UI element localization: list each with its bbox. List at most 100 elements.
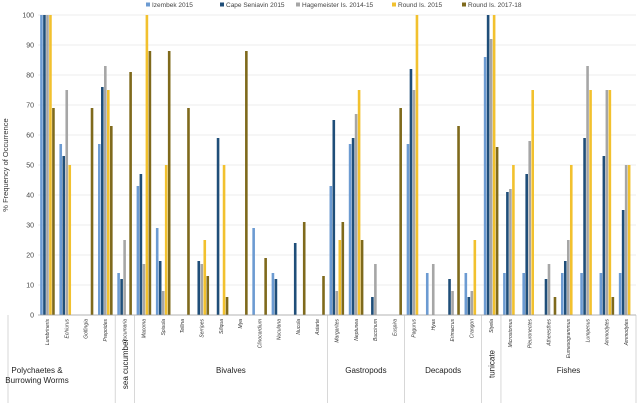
- bar: [473, 240, 477, 315]
- legend-item: Izembek 2015: [146, 2, 193, 9]
- bar: [49, 15, 52, 315]
- bar: [164, 165, 168, 315]
- bar: [589, 90, 592, 315]
- bar: [360, 240, 364, 315]
- bar: [167, 51, 171, 315]
- bar: [65, 90, 69, 315]
- category-label: Echiurus: [64, 319, 70, 339]
- bar: [120, 279, 123, 315]
- category-label: Lumbrineris: [45, 319, 51, 346]
- bar: [329, 186, 333, 315]
- category-label: Neptunea: [354, 319, 360, 341]
- bar: [203, 240, 207, 315]
- bar: [467, 297, 471, 315]
- bar: [409, 69, 413, 315]
- bar: [605, 90, 609, 315]
- group-label: Decapods: [425, 366, 461, 375]
- category-label: Spisula: [161, 319, 167, 336]
- bar: [611, 297, 615, 315]
- bar: [563, 261, 567, 315]
- bar: [415, 15, 419, 315]
- legend-item: Round Is. 2017-18: [462, 2, 522, 9]
- category-label: Cucumaria: [122, 319, 128, 343]
- bar: [245, 51, 248, 315]
- category-label: Serripes: [200, 319, 206, 338]
- bar: [618, 273, 622, 315]
- bar: [62, 156, 66, 315]
- legend-item: Hagemeister Is. 2014-15: [296, 2, 374, 9]
- category-label: Prepoides: [103, 319, 109, 342]
- legend-swatch: [296, 2, 300, 7]
- bar: [425, 273, 429, 315]
- y-tick-label: 70: [26, 103, 34, 110]
- bar: [200, 264, 204, 315]
- bar: [412, 90, 416, 315]
- bar: [528, 141, 531, 315]
- bar: [525, 174, 528, 315]
- legend-label: Round Is. 2017-18: [468, 2, 522, 9]
- bar: [216, 138, 220, 315]
- category-label: Siliqua: [219, 319, 225, 334]
- category-label: Hyas: [431, 319, 437, 331]
- y-tick-label: 10: [26, 283, 34, 290]
- bar: [492, 15, 496, 315]
- bar: [451, 291, 454, 315]
- category-label: Styela: [489, 319, 495, 333]
- bar: [302, 222, 306, 315]
- bar: [129, 72, 132, 315]
- bar: [354, 114, 358, 315]
- category-labels: Lumbrineris Echiurus Golfingia Prepoides Cuc…: [45, 319, 630, 359]
- bar: [225, 297, 229, 315]
- bar: [431, 264, 435, 315]
- legend-label: Hagemeister Is. 2014-15: [302, 2, 374, 9]
- bar: [46, 15, 49, 315]
- bar: [608, 90, 612, 315]
- bar: [107, 90, 110, 315]
- bar: [104, 66, 107, 315]
- bar: [531, 90, 534, 315]
- legend-item: Cape Seniavin 2015: [220, 2, 285, 9]
- category-label: Nuculana: [277, 319, 283, 340]
- bar: [142, 264, 146, 315]
- bar: [332, 120, 336, 315]
- category-label: Margarites: [335, 319, 341, 343]
- bar: [569, 165, 573, 315]
- category-label: Microstomus: [508, 319, 514, 348]
- bar: [547, 264, 551, 315]
- y-tick-label: 90: [26, 43, 34, 50]
- bar: [464, 273, 468, 315]
- bar: [599, 273, 603, 315]
- bar: [495, 147, 499, 315]
- bar: [123, 240, 126, 315]
- bar: [583, 138, 586, 315]
- bar: [522, 273, 525, 315]
- bar: [222, 165, 226, 315]
- bar: [457, 126, 460, 315]
- bar: [274, 279, 278, 315]
- bar: [627, 165, 631, 315]
- category-label: Mya: [238, 319, 244, 329]
- bar: [90, 108, 94, 315]
- y-axis-label: % Frequency of Occurrence: [1, 118, 10, 211]
- bar: [117, 273, 120, 315]
- group-labels: Polychaetes & Burrowing Worms sea cucumber…: [5, 315, 637, 403]
- y-tick-label: 80: [26, 73, 34, 80]
- bar: [483, 57, 487, 315]
- bar: [136, 186, 140, 315]
- legend-label: Izembek 2015: [152, 2, 193, 9]
- bar: [161, 291, 165, 315]
- bar: [139, 174, 143, 315]
- bar: [43, 15, 46, 315]
- category-label: Buccinum: [373, 319, 379, 341]
- y-tick-label: 30: [26, 223, 34, 230]
- gridlines: [38, 14, 636, 286]
- bar: [470, 291, 474, 315]
- bar: [110, 126, 113, 315]
- bar: [293, 243, 297, 315]
- group-label: Gastropods: [345, 366, 386, 375]
- bars: [40, 15, 631, 315]
- bar: [506, 192, 509, 315]
- bar: [335, 291, 339, 315]
- category-label: Ammodytes: [605, 319, 611, 347]
- legend: Izembek 2015 Cape Seniavin 2015 Hagemeiste…: [146, 2, 522, 9]
